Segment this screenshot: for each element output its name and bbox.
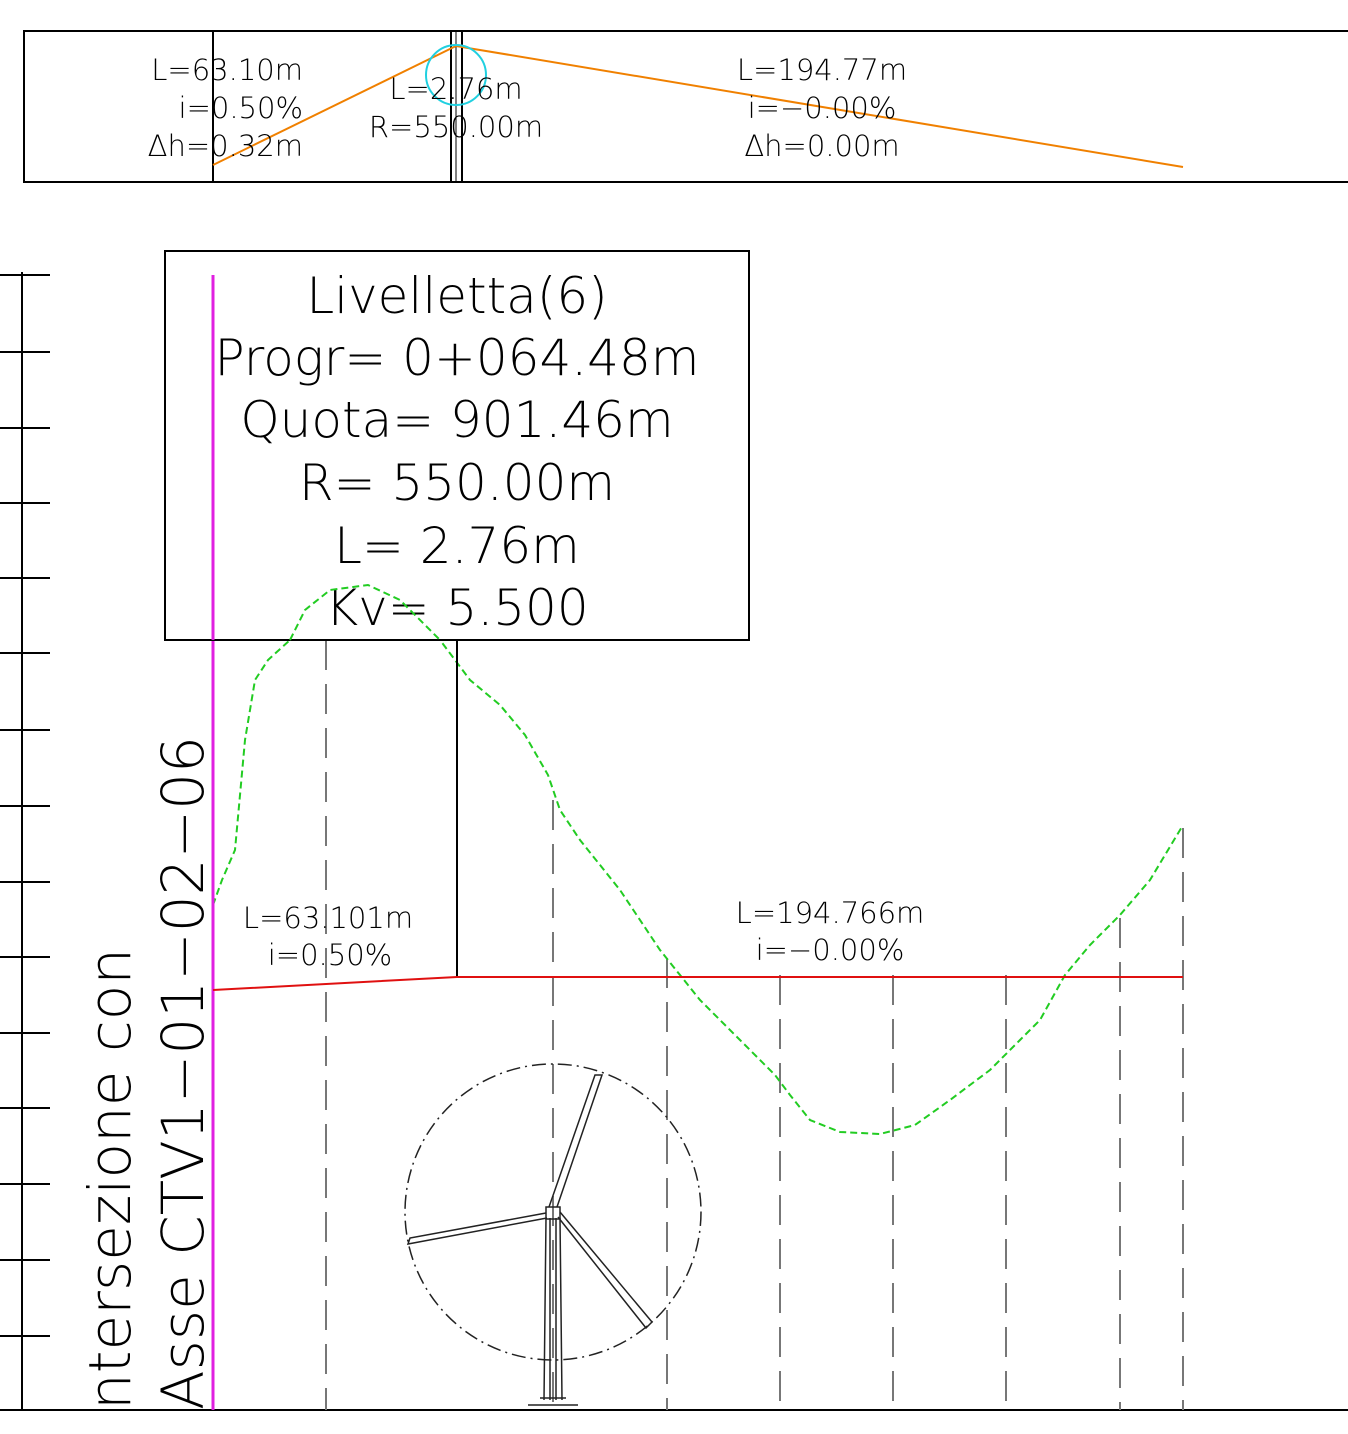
rotor-envelope (404, 1063, 702, 1361)
blade (557, 1211, 654, 1330)
grade-line (212, 44, 1184, 168)
rotated-note: Asse CTV1−01−02−06 (149, 736, 217, 1410)
blade (406, 1212, 548, 1245)
label: L=194.77m (737, 53, 907, 87)
tower (543, 1217, 563, 1401)
label: i=0.50% (179, 91, 303, 125)
label: Δh=0.00m (744, 129, 899, 163)
info-line: R= 550.00m (299, 454, 615, 512)
label: R=550.00m (369, 110, 543, 144)
label: L=63.101m (243, 901, 413, 935)
wind-turbine (404, 1063, 702, 1406)
info-box: Livelletta(6) Progr= 0+064.48m Quota= 90… (164, 250, 750, 641)
info-line: Quota= 901.46m (240, 391, 673, 449)
label: Δh=0.32m (148, 129, 303, 163)
info-title: Livelletta(6) (306, 267, 607, 325)
blade (548, 1074, 604, 1208)
strip-frame (23, 30, 1348, 183)
vertex-marker (425, 44, 487, 106)
info-line: Kv= 5.500 (325, 579, 588, 637)
scale-ticks (0, 274, 50, 1337)
info-line: L= 2.76m (334, 517, 580, 575)
label: L=2.76m (389, 72, 522, 106)
label: i=0.50% (268, 938, 392, 972)
station-lines (325, 640, 1184, 1410)
label: i=−0.00% (756, 933, 905, 967)
design-grade (212, 976, 1183, 991)
header-strip: L=63.10m i=0.50% Δh=0.32m L=2.76m R=550.… (23, 30, 1348, 183)
info-line: Progr= 0+064.48m (214, 329, 699, 387)
label: L=63.10m (151, 53, 303, 87)
terrain-profile (212, 583, 1184, 1136)
left-scale (0, 272, 50, 1410)
terrain-profile (289, 583, 441, 641)
info-frame (164, 250, 750, 641)
base (528, 1397, 578, 1406)
label: L=194.766m (736, 896, 925, 930)
label: i=−0.00% (748, 91, 897, 125)
rotated-note: ntersezione con (76, 948, 144, 1410)
